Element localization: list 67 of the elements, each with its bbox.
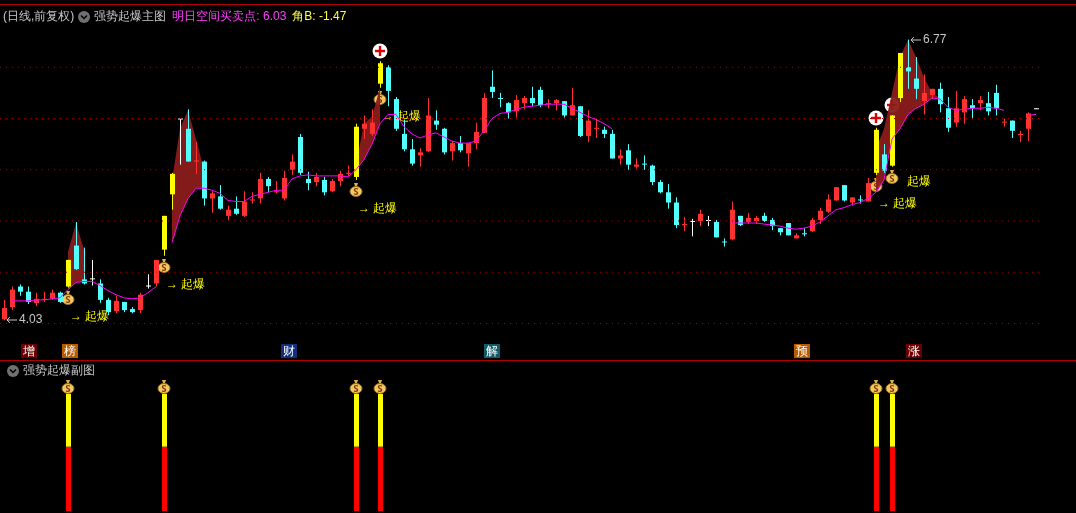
text: 明日空间买卖点: 6.03 xyxy=(172,8,287,25)
candlestick xyxy=(90,259,95,287)
candlestick xyxy=(674,196,679,229)
chart-title: 强势起爆副图 xyxy=(23,362,95,379)
candlestick xyxy=(306,171,311,191)
candlestick xyxy=(410,138,415,167)
annotation: → 起爆 xyxy=(166,275,206,293)
annotation: 起爆 xyxy=(907,172,931,190)
candlestick xyxy=(970,98,975,120)
candlestick xyxy=(378,60,383,89)
candlestick xyxy=(954,90,959,128)
candlestick xyxy=(586,109,591,143)
candlestick xyxy=(194,141,199,175)
candlestick xyxy=(218,184,223,211)
candlestick xyxy=(1026,111,1031,142)
candlestick xyxy=(234,195,239,216)
text: 涨 xyxy=(906,344,922,358)
candlestick xyxy=(170,172,175,211)
candlestick xyxy=(2,299,7,321)
candlestick xyxy=(322,176,327,196)
candlestick xyxy=(650,164,655,186)
text: 预 xyxy=(794,344,810,358)
candlestick xyxy=(666,183,671,210)
candlestick xyxy=(946,96,951,133)
candlestick xyxy=(146,273,151,290)
candlestick xyxy=(74,221,79,271)
candlestick xyxy=(154,259,159,288)
candlestick xyxy=(626,143,631,171)
candlestick xyxy=(490,69,495,99)
text: 增 xyxy=(21,344,37,358)
candlestick xyxy=(434,109,439,131)
annotation: 4.03 xyxy=(19,312,43,327)
text: 角B: -1.47 xyxy=(292,8,347,25)
chart-title: (日线,前复权) xyxy=(3,8,75,25)
annotation: → 起爆 xyxy=(878,194,918,212)
candlestick xyxy=(370,108,375,137)
chart-subtitle: 强势起爆主图 xyxy=(94,8,167,25)
candlestick xyxy=(722,237,727,248)
candlestick xyxy=(498,92,503,108)
candlestick xyxy=(634,157,639,170)
candlestick xyxy=(178,118,183,166)
candlestick xyxy=(906,39,911,90)
candlestick xyxy=(362,114,367,140)
candlestick xyxy=(258,172,263,205)
candlestick xyxy=(250,191,255,205)
annotation: → 起爆 xyxy=(358,200,398,217)
candlestick xyxy=(922,73,927,115)
candlestick xyxy=(882,143,887,174)
candlestick xyxy=(538,86,543,108)
candlestick xyxy=(210,190,215,214)
candlestick xyxy=(914,56,919,100)
candlestick xyxy=(290,153,295,176)
candlestick xyxy=(242,190,247,218)
annotation: 6.77 xyxy=(923,31,947,46)
text: 财 xyxy=(281,344,297,358)
text: 解 xyxy=(484,344,500,358)
candlestick xyxy=(386,64,391,107)
candlestick xyxy=(530,86,535,107)
annotation: → 起爆 xyxy=(70,307,110,325)
candlestick xyxy=(450,140,455,162)
candlestick xyxy=(442,127,447,155)
candlestick xyxy=(642,154,647,171)
text: 榜 xyxy=(62,344,78,358)
candlestick xyxy=(1018,130,1023,143)
candlestick xyxy=(826,193,831,214)
candlestick xyxy=(418,147,423,168)
candlestick xyxy=(994,84,999,116)
